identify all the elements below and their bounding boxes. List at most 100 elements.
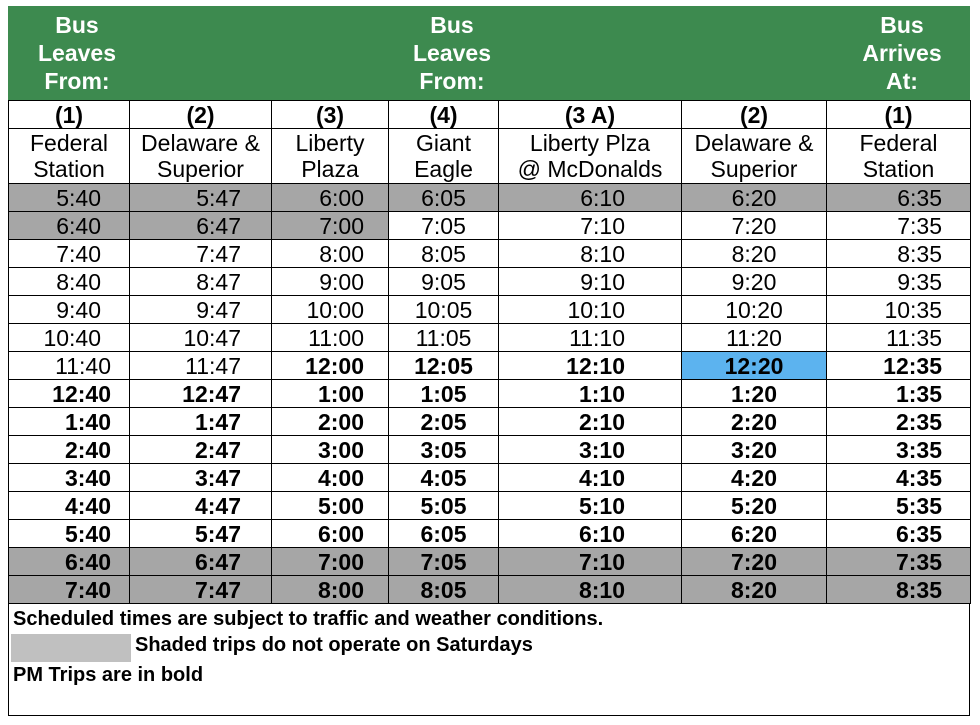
trip-row: 7:40 7:47 8:00 8:05 8:10 8:20 8:35 [8,575,971,604]
trip-time: 11:05 [388,323,499,352]
trip-time: 10:10 [498,295,682,324]
trip-time: 12:20 [681,351,827,380]
trip-time: 2:40 [8,435,130,464]
stop-number: (3) [271,100,389,129]
stop-name: Liberty Plza @ McDonalds [498,128,682,184]
stop-number: (4) [388,100,499,129]
trip-time: 6:10 [498,183,682,212]
trip-time: 3:00 [271,435,389,464]
trip-time: 10:20 [681,295,827,324]
stop-name-row: Federal Station Delaware & Superior Libert… [8,128,971,184]
notes-box: Scheduled times are subject to traffic a… [8,604,970,716]
trip-row: 6:40 6:47 7:00 7:05 7:10 7:20 7:35 [8,211,971,240]
trip-time: 10:00 [271,295,389,324]
trip-time: 12:47 [129,379,272,408]
stop-number: (1) [8,100,130,129]
trip-time: 7:40 [8,575,130,604]
trip-row: 5:40 5:47 6:00 6:05 6:10 6:20 6:35 [8,519,971,548]
trip-time: 8:20 [681,575,827,604]
trip-time: 4:47 [129,491,272,520]
trip-time: 7:10 [498,547,682,576]
trip-time: 1:10 [498,379,682,408]
trip-time: 5:00 [271,491,389,520]
trip-time: 6:20 [681,183,827,212]
trip-time: 1:00 [271,379,389,408]
timetable: (1) (2) (3) (4) (3 A) (2) (1) Federal Station De… [8,100,971,604]
trip-time: 7:47 [129,575,272,604]
trip-row: 6:40 6:47 7:00 7:05 7:10 7:20 7:35 [8,547,971,576]
stop-number: (2) [681,100,827,129]
trip-time: 10:05 [388,295,499,324]
trip-time: 4:10 [498,463,682,492]
trip-time: 1:40 [8,407,130,436]
trip-time: 6:40 [8,547,130,576]
trip-row: 12:40 12:47 1:00 1:05 1:10 1:20 1:35 [8,379,971,408]
trip-time: 7:10 [498,211,682,240]
trip-time: 11:10 [498,323,682,352]
stop-name: Federal Station [8,128,130,184]
trip-time: 2:47 [129,435,272,464]
trip-time: 1:05 [388,379,499,408]
stop-number: (2) [129,100,272,129]
trip-time: 5:40 [8,519,130,548]
trip-time: 2:20 [681,407,827,436]
trip-row: 7:40 7:47 8:00 8:05 8:10 8:20 8:35 [8,239,971,268]
trip-time: 12:00 [271,351,389,380]
trip-time: 7:00 [271,211,389,240]
trip-time: 6:40 [8,211,130,240]
note-shaded: Shaded trips do not operate on Saturdays [135,634,533,656]
trip-time: 8:40 [8,267,130,296]
trip-time: 6:00 [271,183,389,212]
trip-time: 2:00 [271,407,389,436]
trip-time: 10:35 [826,295,971,324]
trip-time: 3:40 [8,463,130,492]
stop-name: Delaware & Superior [129,128,272,184]
trip-time: 8:10 [498,239,682,268]
header-right: Bus Arrives At: [862,12,942,94]
trip-time: 3:47 [129,463,272,492]
trip-time: 3:05 [388,435,499,464]
trip-time: 6:20 [681,519,827,548]
trip-time: 5:10 [498,491,682,520]
stop-name: Liberty Plaza [271,128,389,184]
trip-time: 9:20 [681,267,827,296]
trip-time: 2:10 [498,407,682,436]
trip-time: 3:20 [681,435,827,464]
trip-time: 6:00 [271,519,389,548]
trip-time: 7:47 [129,239,272,268]
trip-time: 4:20 [681,463,827,492]
header-middle: Bus Leaves From: [412,12,491,94]
stop-name: Giant Eagle [388,128,499,184]
note-bold: PM Trips are in bold [13,664,204,686]
trip-time: 10:47 [129,323,272,352]
trip-time: 11:40 [8,351,130,380]
trip-time: 8:35 [826,239,971,268]
trip-time: 5:47 [129,519,272,548]
stop-number-row: (1) (2) (3) (4) (3 A) (2) (1) [8,100,971,129]
trip-row: 1:40 1:47 2:00 2:05 2:10 2:20 2:35 [8,407,971,436]
trip-time: 5:35 [826,491,971,520]
trip-time: 8:05 [388,575,499,604]
trip-time: 9:47 [129,295,272,324]
trip-time: 2:35 [826,407,971,436]
trip-time: 11:47 [129,351,272,380]
stop-name: Federal Station [826,128,971,184]
trip-time: 7:20 [681,211,827,240]
stop-name: Delaware & Superior [681,128,827,184]
trip-time: 7:35 [826,211,971,240]
trip-time: 9:40 [8,295,130,324]
trip-time: 5:05 [388,491,499,520]
trip-time: 6:10 [498,519,682,548]
trip-time: 12:35 [826,351,971,380]
trip-row: 2:40 2:47 3:00 3:05 3:10 3:20 3:35 [8,435,971,464]
trip-time: 6:05 [388,519,499,548]
trip-time: 8:05 [388,239,499,268]
trip-time: 9:10 [498,267,682,296]
trip-time: 12:10 [498,351,682,380]
trip-time: 5:20 [681,491,827,520]
trip-row: 10:40 10:47 11:00 11:05 11:10 11:20 11:35 [8,323,971,352]
trip-time: 5:40 [8,183,130,212]
stop-number: (1) [826,100,971,129]
trip-time: 1:47 [129,407,272,436]
trip-time: 4:35 [826,463,971,492]
